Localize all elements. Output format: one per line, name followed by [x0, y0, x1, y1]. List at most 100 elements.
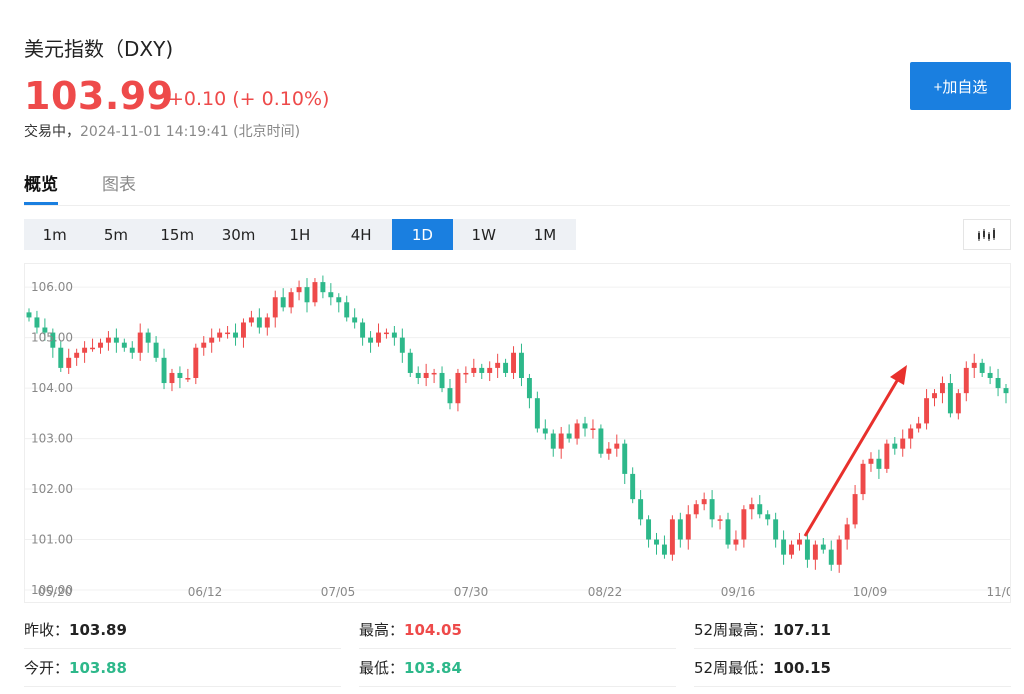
price-chart[interactable]: 106.00 105.00 104.00 103.00 102.00 101.00 100.…	[24, 263, 1011, 603]
candle-body	[121, 342, 127, 348]
candle-body	[709, 499, 715, 520]
stat-label: 52周最低：	[694, 659, 774, 677]
stat-value: 107.11	[773, 620, 831, 639]
period-1w[interactable]: 1W	[471, 225, 496, 244]
y-tick-label: 105.00	[31, 331, 73, 345]
period-1h[interactable]: 1H	[289, 225, 311, 244]
candle-body	[320, 282, 326, 293]
candle-body	[971, 362, 977, 368]
candle-body	[852, 494, 858, 525]
stat-high: 最高： 104.05	[359, 611, 676, 649]
stat-value: 103.88	[69, 658, 127, 677]
candle-body	[812, 544, 818, 560]
candle-body	[939, 383, 945, 394]
candle-body	[439, 372, 445, 389]
chart-type-button[interactable]	[963, 219, 1011, 250]
candle-body	[892, 443, 898, 449]
stat-label: 今开：	[24, 659, 70, 677]
add-watchlist-button[interactable]: +加自选	[910, 62, 1011, 110]
candle-body	[693, 504, 699, 515]
candle-body	[185, 378, 191, 380]
period-1d[interactable]: 1D	[391, 219, 454, 250]
stat-open: 今开： 103.88	[24, 649, 341, 687]
candle-body	[630, 473, 636, 500]
stat-value: 104.05	[404, 620, 462, 639]
candle-body	[868, 458, 874, 464]
period-1m[interactable]: 1m	[42, 225, 67, 244]
candle-body	[58, 347, 64, 368]
divider	[24, 205, 1010, 206]
candle-body	[344, 302, 350, 318]
candle-body	[725, 519, 731, 545]
current-price: 103.99	[24, 74, 174, 118]
candle-body	[749, 504, 755, 510]
candle-body	[654, 539, 659, 545]
candle-body	[256, 317, 262, 328]
y-tick-label: 106.00	[31, 280, 73, 294]
candle-body	[455, 372, 461, 404]
candle-body	[534, 398, 540, 429]
candle-body	[701, 499, 707, 505]
candle-body	[669, 519, 675, 555]
tab-bar: 概览 图表	[24, 170, 136, 205]
period-30m[interactable]: 30m	[221, 225, 256, 244]
candle-body	[646, 519, 652, 540]
candle-body	[526, 378, 532, 399]
candle-body	[66, 357, 72, 368]
candle-body	[129, 347, 135, 353]
candle-body	[765, 514, 771, 520]
candle-body	[217, 332, 223, 338]
stat-label: 52周最高：	[694, 621, 774, 639]
candle-body	[383, 332, 389, 335]
candle-body	[248, 317, 254, 323]
candle-body	[844, 524, 850, 540]
candle-body	[288, 292, 294, 308]
period-15m[interactable]: 15m	[160, 225, 195, 244]
candle-body	[511, 352, 516, 373]
candle-body	[34, 317, 40, 328]
candle-body	[574, 423, 580, 439]
candle-body	[590, 428, 596, 430]
candle-body	[296, 287, 302, 293]
candle-body	[558, 433, 564, 449]
candle-body	[598, 428, 604, 454]
candle-body	[519, 352, 524, 378]
candle-body	[685, 514, 691, 540]
tab-chart[interactable]: 图表	[102, 175, 136, 195]
candle-body	[900, 438, 906, 449]
candle-body	[979, 362, 985, 373]
candle-body	[614, 443, 620, 449]
candle-body	[550, 433, 556, 449]
candle-body	[495, 362, 501, 368]
candle-body	[717, 519, 723, 521]
candle-body	[105, 337, 111, 343]
candle-body	[193, 347, 199, 378]
candle-body	[280, 297, 286, 308]
candle-body	[995, 378, 1001, 389]
x-tick-label: 10/09	[853, 585, 888, 599]
candle-body	[924, 398, 930, 424]
candle-body	[963, 367, 969, 394]
tab-overview[interactable]: 概览	[24, 170, 58, 205]
candle-body	[90, 347, 96, 350]
candle-body	[487, 367, 493, 373]
candle-body	[542, 428, 548, 434]
candle-body	[797, 539, 802, 545]
candle-body	[376, 332, 381, 343]
candle-body	[415, 372, 421, 378]
candle-body	[479, 367, 485, 373]
trend-arrow-head	[890, 365, 907, 385]
candle-body	[471, 367, 477, 373]
stat-label: 最低：	[359, 659, 405, 677]
candle-body	[233, 332, 238, 338]
period-5m[interactable]: 5m	[103, 225, 129, 244]
y-tick-label: 100.00	[31, 583, 73, 597]
candle-body	[638, 499, 644, 520]
y-tick-label: 103.00	[31, 432, 73, 446]
price-change: +0.10 (+ 0.10%)	[168, 88, 330, 110]
candle-body	[884, 443, 890, 469]
candle-body	[661, 544, 667, 555]
period-1mo[interactable]: 1M	[533, 225, 557, 244]
period-4h[interactable]: 4H	[350, 225, 372, 244]
candle-body	[431, 372, 437, 375]
